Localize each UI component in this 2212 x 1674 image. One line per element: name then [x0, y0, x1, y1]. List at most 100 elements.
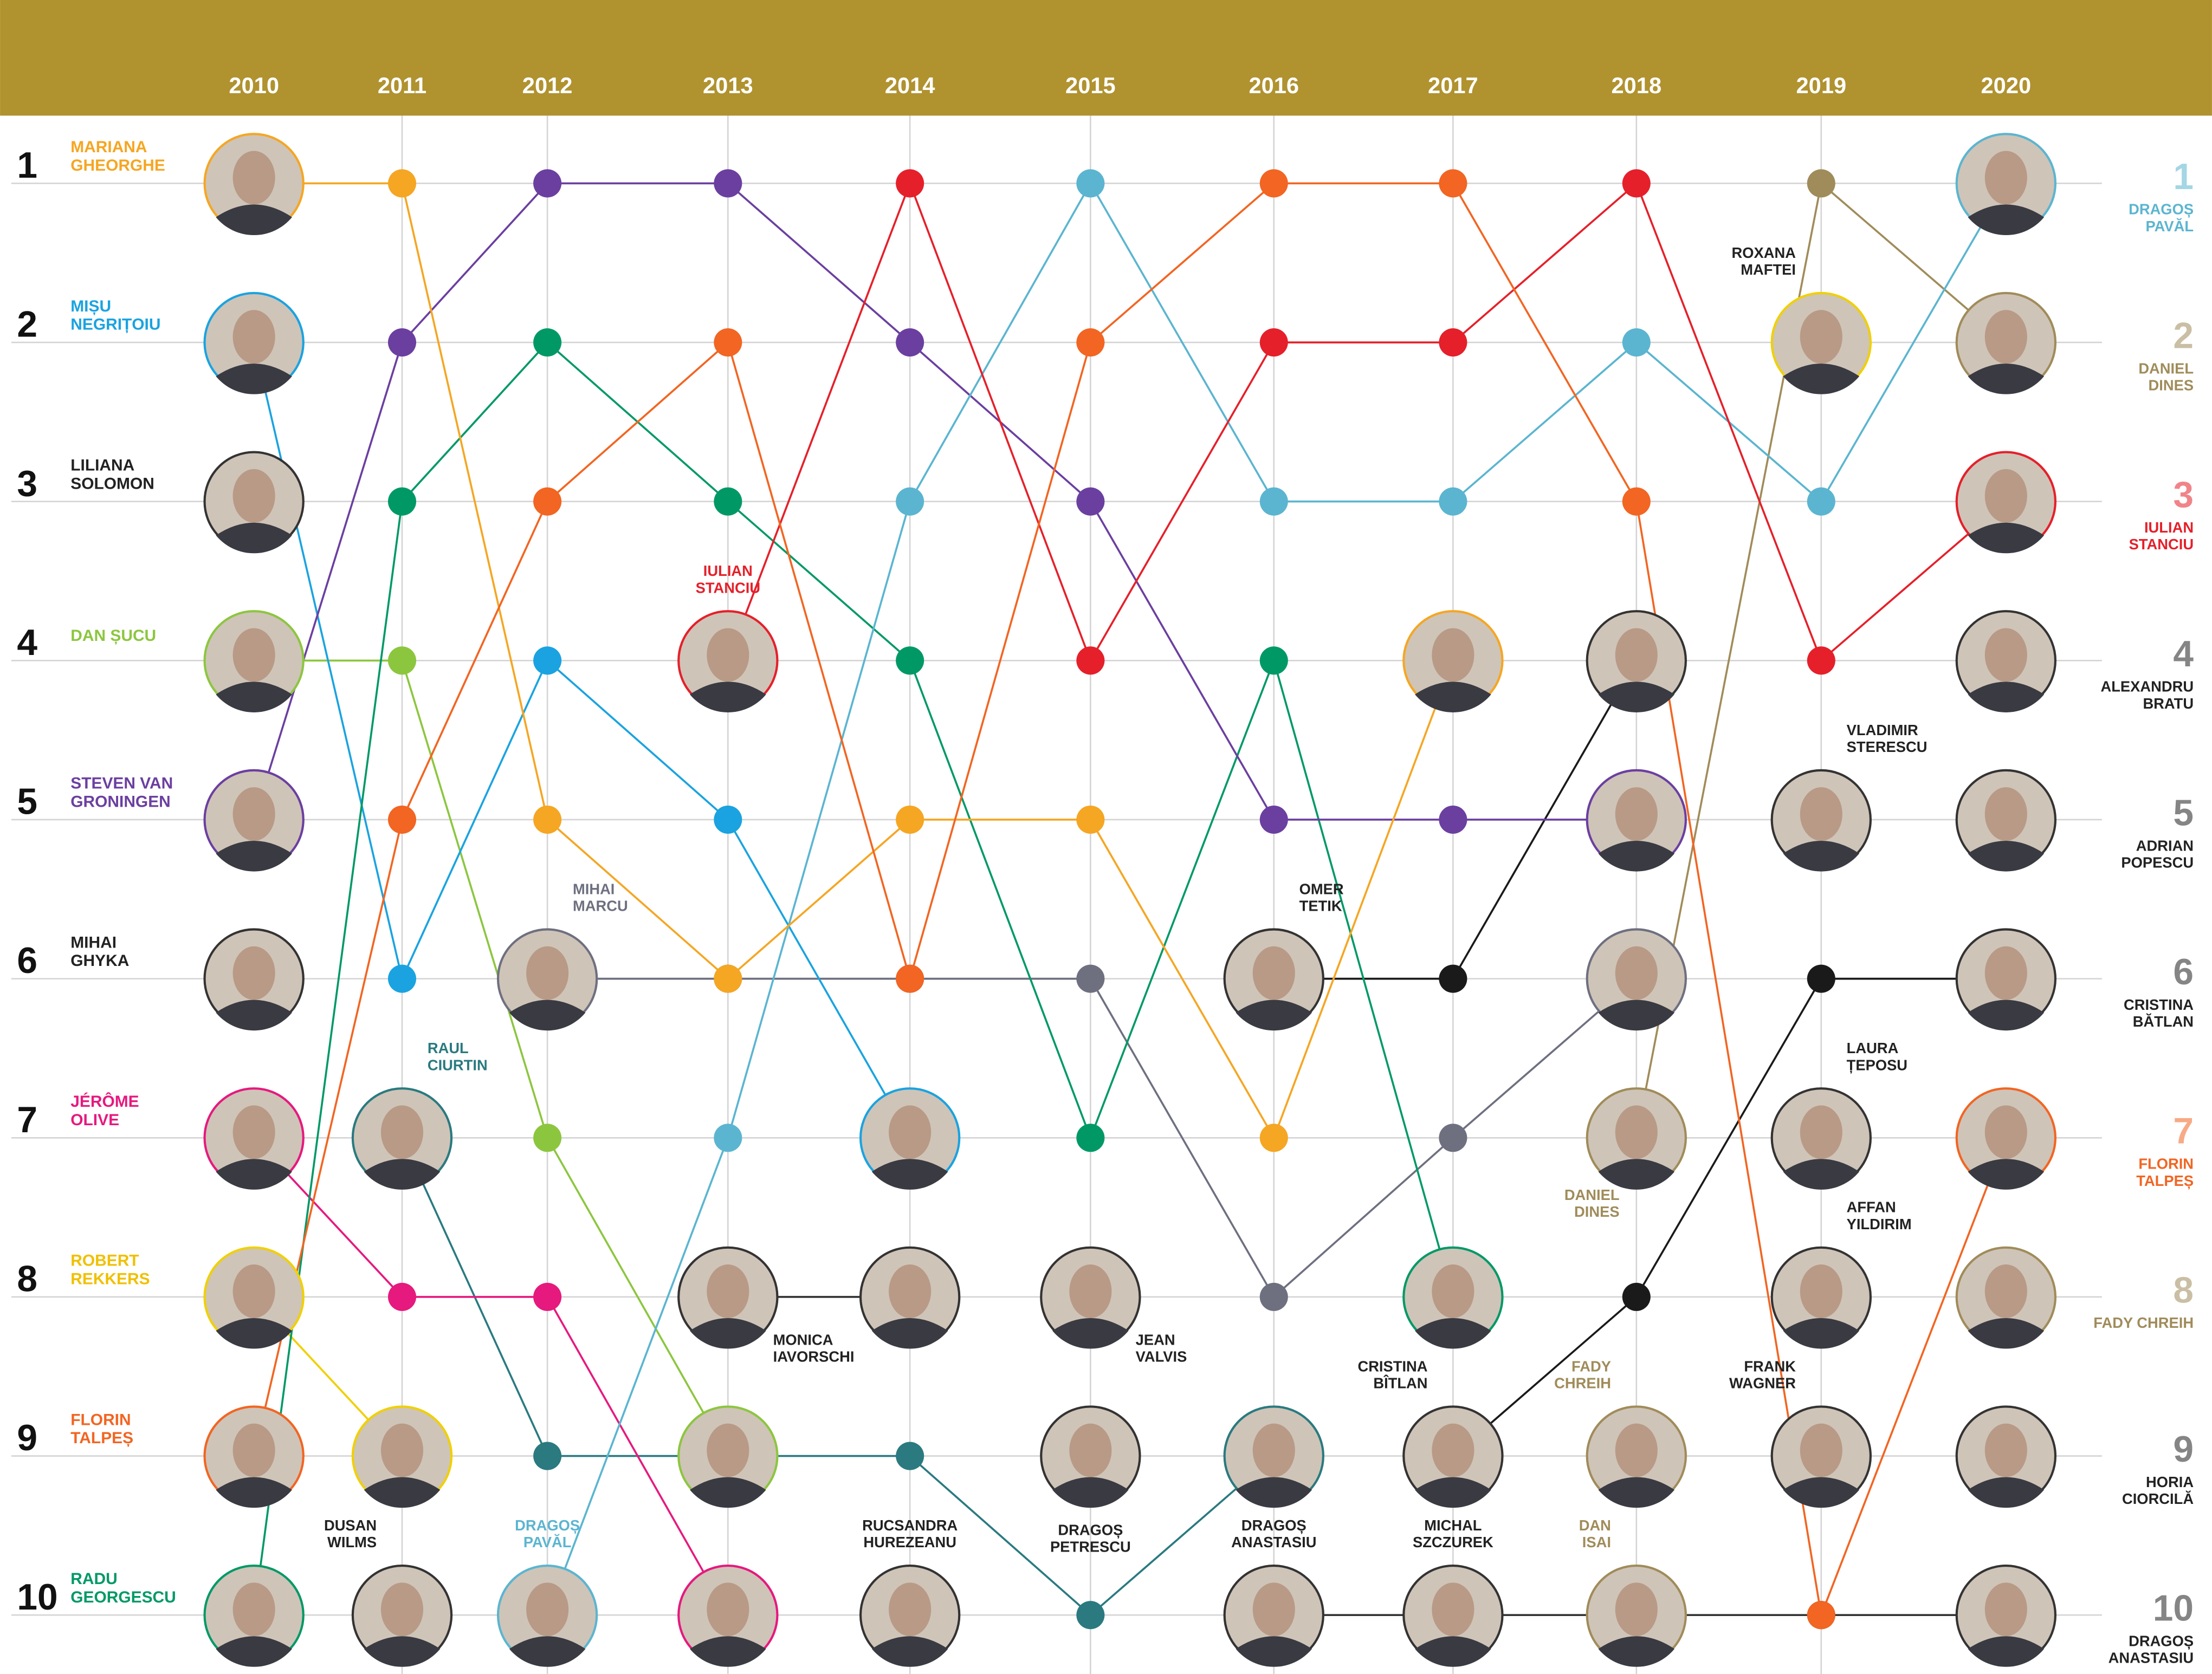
photo-face: [1984, 787, 2027, 841]
right-label-line: HORIA: [2146, 1474, 2194, 1490]
photo-body: [1968, 522, 2045, 554]
right-label-line: DINES: [2149, 377, 2194, 394]
rank-dot: [1076, 487, 1105, 516]
right-label: ADRIAN POPESCU: [2121, 837, 2194, 871]
rank-dot: [896, 328, 924, 357]
rank-dot: [533, 646, 562, 675]
photo-face: [1984, 946, 2027, 1000]
photo-face: [526, 946, 569, 1000]
photo-body: [1783, 841, 1860, 872]
left-label-line: NEGRIȚOIU: [70, 316, 160, 334]
photo-body: [216, 1318, 292, 1349]
rank-line: [401, 1137, 1275, 1617]
photo-label-line: IULIAN: [703, 562, 753, 579]
rank-dot: [896, 964, 924, 993]
photo-face: [1432, 1582, 1474, 1637]
photo-body: [1052, 1318, 1129, 1349]
rank-dot: [1259, 1282, 1288, 1311]
right-label: DRAGOȘ ANASTASIU: [2108, 1632, 2194, 1666]
photo-label-line: PETRESCU: [1050, 1539, 1131, 1555]
rank-dot: [1259, 805, 1288, 834]
rank-number: 1: [2173, 157, 2194, 197]
right-label-line: DRAGOȘ: [2129, 201, 2194, 218]
rank-number: 7: [17, 1100, 37, 1140]
photo-face: [232, 1105, 275, 1159]
rank-number: 6: [2173, 952, 2194, 992]
rank-dot: [1622, 169, 1651, 198]
rank-line: [254, 182, 1454, 1140]
photo-body: [871, 1159, 948, 1190]
rank-dot: [533, 1282, 562, 1311]
left-label-line: OLIVE: [70, 1111, 119, 1129]
rank-number: 10: [17, 1577, 57, 1618]
photo-label-line: LAURA: [1847, 1040, 1899, 1056]
rank-number: 8: [17, 1258, 37, 1299]
rank-number: 8: [2173, 1270, 2194, 1310]
photo-body: [1968, 1159, 2045, 1190]
right-label-line: FADY CHREIH: [2093, 1314, 2194, 1331]
photo-body: [1598, 682, 1675, 712]
right-label-line: TALPEȘ: [2136, 1172, 2194, 1189]
left-label-line: MIȘU: [70, 297, 111, 315]
photo-body: [216, 522, 292, 554]
photo-body: [364, 1636, 441, 1667]
photo-face: [1432, 1264, 1474, 1318]
rank-dot: [714, 964, 742, 993]
rank-dot: [387, 805, 417, 834]
rank-dot: [896, 1442, 924, 1470]
photo-label: RUCSANDRA HUREZEANU: [862, 1517, 958, 1550]
rank-dot: [714, 487, 742, 516]
left-label-line: ROBERT: [70, 1252, 139, 1270]
left-label: MARIANA GHEORGHE: [70, 138, 165, 174]
photo-label-line: TETIK: [1299, 898, 1342, 914]
rank-dot: [387, 964, 417, 993]
rank-number: 4: [2173, 634, 2194, 674]
photo-body: [216, 364, 292, 394]
photo-body: [1783, 1159, 1860, 1190]
photo-face: [1984, 628, 2027, 682]
rank-line: [1452, 977, 2006, 1457]
photo-face: [1615, 1105, 1658, 1159]
photo-label-line: OMER: [1299, 880, 1344, 897]
photo-label-line: MICHAL: [1424, 1517, 1482, 1534]
photo-label: DANIEL DINES: [1564, 1186, 1620, 1220]
photo-face: [1069, 1423, 1112, 1477]
photo-face: [1615, 1582, 1658, 1637]
photo-label: FRANK WAGNER: [1729, 1358, 1796, 1391]
photo-face: [707, 1264, 749, 1318]
photo-label-line: MIHAI: [573, 880, 615, 897]
photo-label: RAUL CIURTIN: [428, 1040, 488, 1073]
photo-face: [1615, 787, 1658, 841]
photo-label: DRAGOȘ PAVĂL: [515, 1517, 580, 1550]
rank-line: [253, 341, 1454, 1615]
photo-face: [1800, 1264, 1842, 1318]
rank-dot: [1622, 328, 1651, 357]
rank-number: 3: [2173, 475, 2194, 515]
photo-face: [1252, 1423, 1295, 1477]
photo-label-line: MONICA: [773, 1331, 833, 1348]
rank-dot: [1439, 487, 1467, 516]
photo-face: [889, 1582, 932, 1637]
photo-label: MICHAL SZCZUREK: [1413, 1517, 1493, 1550]
photo-body: [216, 1636, 292, 1667]
photo-face: [707, 1582, 749, 1637]
photo-label-line: DRAGOȘ: [1241, 1517, 1306, 1534]
photo-face: [889, 1105, 932, 1159]
photo-face: [232, 151, 275, 205]
photo-face: [1615, 946, 1658, 1000]
rank-dot: [714, 169, 742, 198]
left-label-line: GRONINGEN: [70, 793, 171, 811]
photo-label-line: HUREZEANU: [863, 1534, 956, 1550]
photo-face: [232, 1582, 275, 1637]
photo-label-line: DAN: [1579, 1517, 1611, 1534]
year-label: 2013: [703, 73, 753, 98]
left-label-line: STEVEN VAN: [70, 775, 173, 793]
photo-label-line: WAGNER: [1729, 1375, 1796, 1392]
photo-body: [1598, 1477, 1675, 1508]
rank-dot: [533, 328, 562, 357]
photo-body: [216, 204, 292, 236]
rank-dot: [1259, 487, 1288, 516]
photo-body: [1236, 1000, 1312, 1031]
rank-dot: [896, 646, 924, 675]
rank-number: 9: [2173, 1429, 2194, 1470]
